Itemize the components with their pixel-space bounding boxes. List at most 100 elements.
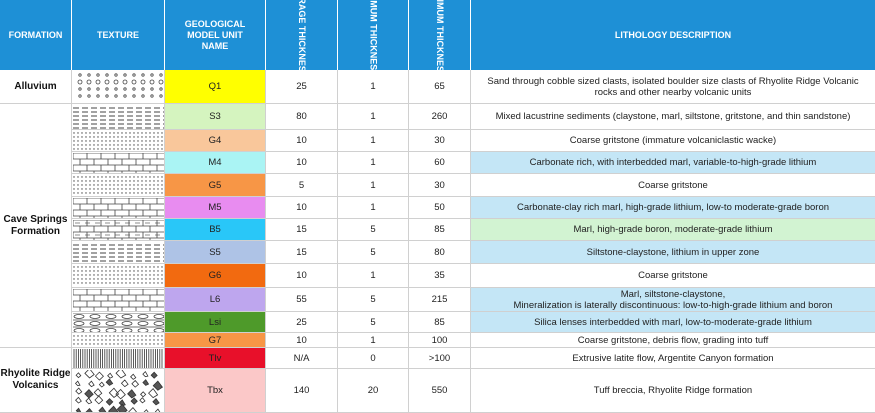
unit-name: S5	[209, 246, 221, 258]
minimum-thickness-cell: 0	[338, 348, 409, 369]
average-thickness: N/A	[293, 352, 310, 364]
maximum-thickness: 85	[434, 224, 445, 235]
lithology-cell: Coarse gritstone	[471, 264, 875, 288]
unit-cell: Q1	[165, 70, 266, 104]
lithology-cell: Coarse gritstone, debris flow, grading i…	[471, 333, 875, 348]
texture-cell	[72, 312, 165, 333]
header-max-thickness: *MAXIMUM THICKNESS (M)	[409, 0, 471, 94]
average-thickness-cell: 80	[266, 104, 338, 130]
unit-name: S3	[209, 111, 221, 122]
maximum-thickness-cell: 60	[409, 152, 471, 174]
lens-icon	[73, 313, 164, 332]
maximum-thickness-cell: 80	[409, 241, 471, 264]
average-thickness: 25	[296, 81, 307, 92]
lithology-cell: Extrusive latite flow, Argentite Canyon …	[471, 348, 875, 369]
maximum-thickness: 550	[431, 385, 448, 396]
maximum-thickness-cell: 260	[409, 104, 471, 130]
vertical-lines-icon	[73, 349, 163, 368]
minimum-thickness-cell: 20	[338, 369, 409, 413]
lithology-description: Carbonate rich, with interbedded marl, v…	[529, 157, 817, 168]
average-thickness-cell: 10	[266, 197, 338, 219]
lithology-description: Marl, high-grade boron, moderate-grade l…	[573, 224, 773, 235]
minimum-thickness-cell: 1	[338, 333, 409, 348]
minimum-thickness: 1	[370, 81, 376, 92]
dots-icon	[73, 176, 163, 194]
maximum-thickness-cell: 35	[409, 264, 471, 288]
lithology-description: Tuff breccia, Rhyolite Ridge formation	[593, 385, 753, 396]
unit-cell: Tbx	[165, 369, 266, 413]
lithology-cell: Mixed lacustrine sediments (claystone, m…	[471, 104, 875, 130]
maximum-thickness: 30	[434, 135, 445, 146]
formation-name: Cave Springs Formation	[3, 213, 68, 237]
minimum-thickness-cell: 1	[338, 264, 409, 288]
lithology-cell: Tuff breccia, Rhyolite Ridge formation	[471, 369, 875, 413]
texture-cell	[72, 130, 165, 152]
lithology-line: Marl, siltstone-claystone,	[620, 288, 726, 300]
lithology-cell: Silica lenses interbedded with marl, low…	[471, 312, 875, 333]
header-avg-thickness: *AVERAGE THICKNESS (M)	[266, 0, 338, 94]
minimum-thickness: 1	[370, 179, 376, 191]
average-thickness: 140	[293, 385, 310, 396]
texture-cell	[72, 197, 165, 219]
brick-icon	[73, 153, 164, 173]
maximum-thickness-cell: >100	[409, 348, 471, 369]
average-thickness: 10	[296, 157, 307, 168]
texture-cell	[72, 104, 165, 130]
minimum-thickness: 1	[370, 334, 376, 346]
lithology-cell: Sand through cobble sized clasts, isolat…	[471, 70, 875, 104]
lithology-description: Sand through cobble sized clasts, isolat…	[487, 75, 859, 98]
lithology-cell: Carbonate rich, with interbedded marl, v…	[471, 152, 875, 174]
average-thickness: 10	[296, 202, 307, 213]
average-thickness-cell: 15	[266, 219, 338, 241]
minimum-thickness: 5	[370, 316, 376, 328]
maximum-thickness: 60	[434, 157, 445, 168]
maximum-thickness-cell: 550	[409, 369, 471, 413]
maximum-thickness: 35	[434, 270, 445, 281]
maximum-thickness: 50	[434, 202, 445, 213]
lithology-cell: Coarse gritstone (immature volcaniclasti…	[471, 130, 875, 152]
minimum-thickness: 1	[370, 270, 376, 281]
lithology-description: Siltstone-claystone, lithium in upper zo…	[586, 246, 760, 258]
brick-icon	[73, 198, 164, 218]
lithology-cell: Siltstone-claystone, lithium in upper zo…	[471, 241, 875, 264]
unit-cell: G5	[165, 174, 266, 197]
average-thickness: 10	[296, 334, 307, 346]
maximum-thickness-cell: 215	[409, 288, 471, 312]
maximum-thickness: 260	[431, 111, 448, 122]
lithology-description: Marl, siltstone-claystone, Mineralization…	[514, 289, 833, 311]
lithology-description: Coarse gritstone	[638, 179, 708, 191]
unit-cell: S5	[165, 241, 266, 264]
maximum-thickness-cell: 85	[409, 219, 471, 241]
formation-name: Rhyolite Ridge Volcanics	[0, 368, 71, 391]
maximum-thickness: 100	[431, 334, 448, 346]
average-thickness-cell: 140	[266, 369, 338, 413]
average-thickness-cell: 25	[266, 70, 338, 104]
minimum-thickness: 5	[370, 246, 376, 258]
minimum-thickness-cell: 1	[338, 130, 409, 152]
lithology-description: Silica lenses interbedded with marl, low…	[534, 316, 812, 328]
average-thickness-cell: 55	[266, 288, 338, 312]
header-unit: GEOLOGICAL MODEL UNIT NAME	[165, 0, 266, 70]
average-thickness-cell: 5	[266, 174, 338, 197]
average-thickness: 15	[296, 246, 307, 258]
unit-cell: M5	[165, 197, 266, 219]
unit-name: Lsi	[208, 316, 222, 328]
maximum-thickness: 65	[434, 81, 445, 92]
header-min-thickness: *MINIMUM THICKNESS (M)	[338, 0, 409, 92]
average-thickness-cell: 10	[266, 130, 338, 152]
unit-name: G5	[208, 179, 222, 191]
unit-cell: Lsi	[165, 312, 266, 333]
average-thickness-cell: 25	[266, 312, 338, 333]
minimum-thickness-cell: 5	[338, 288, 409, 312]
unit-name: G7	[208, 334, 222, 346]
average-thickness: 55	[296, 294, 307, 305]
lithology-description: Coarse gritstone	[638, 270, 708, 281]
texture-cell	[72, 174, 165, 197]
texture-cell	[72, 288, 165, 312]
unit-name: L6	[209, 294, 221, 305]
header-lithology: LITHOLOGY DESCRIPTION	[471, 0, 875, 70]
minimum-thickness: 5	[370, 224, 376, 235]
formation-cell: Rhyolite Ridge Volcanics	[0, 348, 72, 413]
minimum-thickness-cell: 1	[338, 197, 409, 219]
